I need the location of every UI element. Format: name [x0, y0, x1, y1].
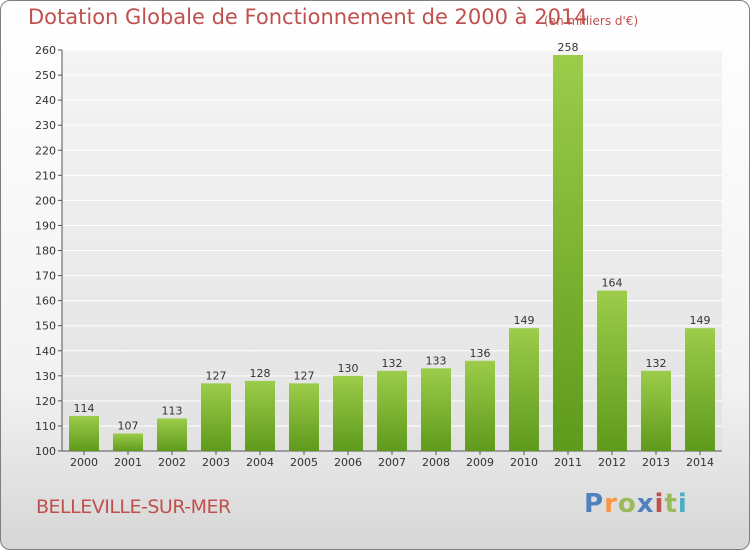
y-tick-label: 150: [35, 320, 56, 333]
y-tick-label: 200: [35, 194, 56, 207]
x-tick-label: 2010: [510, 456, 538, 469]
bar-2012: [597, 290, 627, 451]
y-tick-label: 130: [35, 370, 56, 383]
bar-2000: [69, 415, 99, 451]
x-tick-label: 2011: [554, 456, 582, 469]
bar-2007: [377, 370, 407, 451]
data-label-2004: 128: [250, 367, 271, 380]
bar-2008: [421, 368, 451, 451]
x-tick-label: 2008: [422, 456, 450, 469]
bar-2002: [157, 418, 187, 451]
data-label-2003: 127: [206, 369, 227, 382]
x-tick-label: 2012: [598, 456, 626, 469]
data-label-2002: 113: [162, 404, 183, 417]
y-tick-label: 240: [35, 94, 56, 107]
chart-title: Dotation Globale de Fonctionnement de 20…: [28, 5, 588, 29]
x-tick-label: 2014: [686, 456, 714, 469]
y-tick-label: 260: [35, 44, 56, 57]
bar-2014: [685, 328, 715, 451]
data-label-2001: 107: [118, 419, 139, 432]
logo-letter: x: [636, 489, 655, 519]
logo-letter: t: [664, 489, 678, 519]
bar-2005: [289, 383, 319, 451]
proxiti-logo: Proxiti: [584, 489, 688, 519]
data-label-2008: 133: [426, 354, 447, 367]
logo-letter: r: [604, 489, 618, 519]
y-tick-label: 230: [35, 119, 56, 132]
data-label-2005: 127: [294, 369, 315, 382]
x-tick-label: 2005: [290, 456, 318, 469]
data-label-2012: 164: [602, 277, 623, 290]
y-tick-label: 190: [35, 219, 56, 232]
logo-letter: o: [617, 489, 637, 519]
data-label-2007: 132: [382, 357, 403, 370]
data-label-2009: 136: [470, 347, 491, 360]
y-tick-label: 250: [35, 69, 56, 82]
data-label-2011: 258: [558, 41, 579, 54]
y-tick-label: 210: [35, 169, 56, 182]
data-label-2013: 132: [646, 357, 667, 370]
bar-2001: [113, 433, 143, 451]
x-tick-label: 2013: [642, 456, 670, 469]
x-tick-label: 2004: [246, 456, 274, 469]
x-tick-label: 2001: [114, 456, 142, 469]
bar-2009: [465, 360, 495, 451]
data-label-2000: 114: [74, 402, 95, 415]
y-tick-label: 110: [35, 420, 56, 433]
bar-2003: [201, 383, 231, 451]
y-tick-label: 220: [35, 144, 56, 157]
data-label-2006: 130: [338, 362, 359, 375]
logo-letter: P: [584, 489, 605, 519]
data-label-2010: 149: [514, 314, 535, 327]
y-tick-label: 100: [35, 445, 56, 458]
x-tick-label: 2003: [202, 456, 230, 469]
data-label-2014: 149: [690, 314, 711, 327]
bar-2011: [553, 55, 583, 451]
x-tick-label: 2000: [70, 456, 98, 469]
y-tick-label: 140: [35, 345, 56, 358]
y-tick-label: 180: [35, 245, 56, 258]
bar-2013: [641, 370, 671, 451]
bar-2004: [245, 380, 275, 451]
bar-2010: [509, 328, 539, 451]
logo-letter: i: [654, 489, 665, 519]
commune-name: BELLEVILLE-SUR-MER: [36, 496, 231, 518]
chart-subtitle: (en milliers d'€): [544, 14, 639, 28]
y-tick-label: 170: [35, 270, 56, 283]
y-tick-label: 160: [35, 295, 56, 308]
x-tick-label: 2002: [158, 456, 186, 469]
y-tick-label: 120: [35, 395, 56, 408]
x-tick-label: 2007: [378, 456, 406, 469]
x-tick-label: 2006: [334, 456, 362, 469]
bar-2006: [333, 375, 363, 451]
x-tick-label: 2009: [466, 456, 494, 469]
logo-letter: i: [677, 489, 688, 519]
